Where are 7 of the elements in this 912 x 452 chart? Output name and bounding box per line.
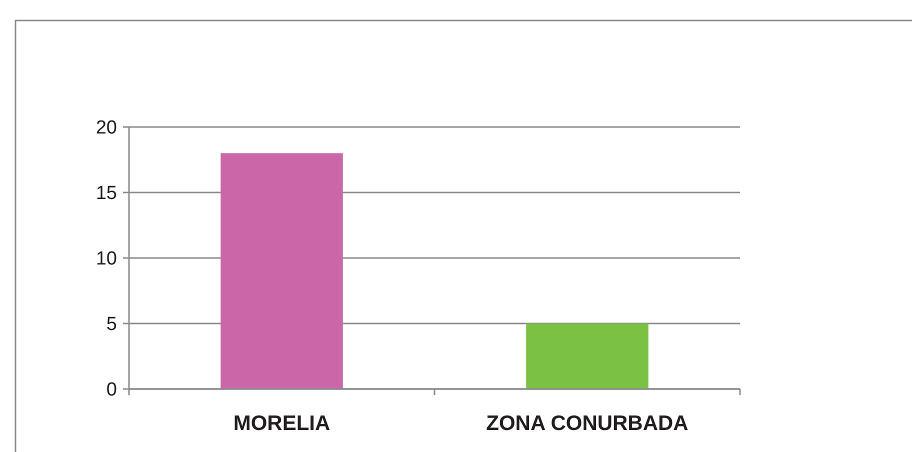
y-tick-label: 10 [96, 248, 117, 270]
x-tick-label: ZONA CONURBADA [486, 412, 688, 435]
y-tick-label: 0 [106, 380, 117, 401]
y-tick-label: 20 [96, 118, 117, 139]
x-tick-label: MORELIA [233, 412, 330, 435]
y-tick-label: 5 [106, 314, 117, 336]
y-tick-label: 15 [96, 183, 117, 204]
